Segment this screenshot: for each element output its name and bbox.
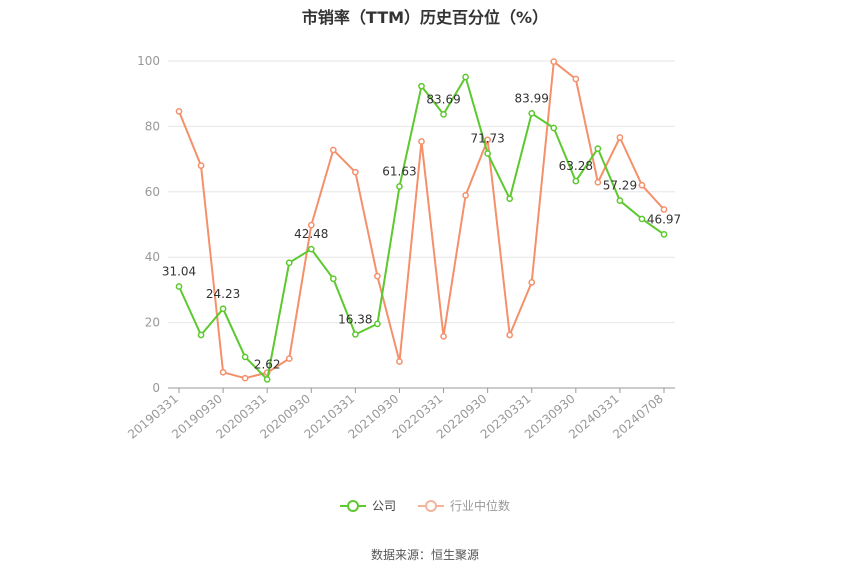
legend-item-company[interactable]: 公司 — [339, 497, 396, 514]
data-label: 2.62 — [254, 357, 281, 371]
data-point-industry-median — [440, 332, 447, 340]
data-point-company — [307, 245, 315, 253]
data-label: 57.29 — [603, 179, 637, 193]
y-tick-label: 80 — [145, 119, 160, 133]
data-label: 46.97 — [647, 212, 681, 226]
data-point-company — [528, 110, 536, 117]
legend-label-industry-median: 行业中位数 — [450, 499, 511, 513]
data-label: 61.63 — [382, 164, 416, 178]
data-point-company — [616, 197, 624, 205]
data-point-industry-median — [638, 181, 646, 189]
data-point-company — [462, 73, 469, 81]
data-label: 71.73 — [470, 131, 504, 145]
data-point-company — [329, 275, 337, 283]
data-point-company — [440, 110, 447, 118]
data-point-company — [594, 145, 602, 152]
data-point-industry-median — [418, 138, 425, 145]
data-point-industry-median — [396, 358, 403, 365]
data-point-industry-median — [352, 168, 359, 176]
data-point-company — [197, 331, 205, 339]
data-label: 24.23 — [206, 287, 240, 301]
data-point-industry-median — [329, 146, 337, 154]
legend-label-company: 公司 — [371, 499, 396, 513]
data-point-industry-median — [594, 178, 602, 186]
data-label: 31.04 — [162, 264, 196, 278]
data-point-company — [396, 183, 403, 190]
data-point-company — [263, 376, 271, 383]
data-point-company — [550, 124, 558, 132]
data-point-industry-median — [241, 374, 249, 382]
data-point-industry-median — [197, 162, 205, 169]
data-point-industry-median — [219, 368, 227, 376]
data-point-industry-median — [506, 331, 514, 339]
data-point-industry-median — [550, 58, 558, 66]
data-point-company — [374, 320, 381, 328]
data-point-industry-median — [660, 206, 668, 213]
series-line-industry-median — [178, 60, 665, 380]
y-tick-label: 40 — [145, 250, 160, 264]
y-tick-label: 20 — [145, 316, 160, 330]
data-point-company — [418, 82, 425, 90]
legend-item-industry-median[interactable]: 行业中位数 — [418, 497, 510, 514]
data-point-industry-median — [572, 75, 580, 83]
data-point-company — [352, 331, 359, 338]
data-point-company — [219, 305, 227, 313]
data-point-industry-median — [616, 134, 624, 141]
data-label: 42.48 — [294, 227, 328, 241]
data-label: 83.69 — [426, 92, 460, 106]
legend-line-circle-icon — [339, 499, 366, 513]
data-point-company — [484, 150, 491, 157]
data-point-company — [241, 353, 249, 361]
y-tick-label: 0 — [152, 381, 160, 395]
data-label: 16.38 — [338, 312, 372, 326]
data-label: 83.99 — [515, 91, 549, 105]
data-label: 63.28 — [559, 159, 593, 173]
data-point-company — [660, 231, 668, 238]
data-point-industry-median — [307, 221, 315, 229]
y-tick-label: 60 — [145, 185, 160, 199]
data-point-industry-median — [175, 108, 183, 115]
data-source-note: 数据来源：恒生聚源 — [370, 548, 479, 562]
data-point-industry-median — [285, 355, 293, 362]
data-point-industry-median — [374, 272, 381, 280]
data-point-industry-median — [462, 192, 469, 199]
chart-title: 市销率（TTM）历史百分位（%） — [301, 8, 549, 27]
y-tick-label: 100 — [137, 54, 160, 68]
series-line-company — [178, 76, 665, 381]
legend-line-circle-icon — [418, 499, 444, 513]
data-point-company — [572, 177, 580, 185]
chart-legend: 公司 行业中位数 — [0, 497, 850, 514]
data-point-industry-median — [528, 279, 536, 286]
data-point-company — [175, 283, 183, 290]
data-point-company — [638, 215, 646, 223]
data-point-company — [285, 259, 293, 267]
data-point-company — [506, 195, 514, 203]
data-point-industry-median — [484, 136, 491, 144]
